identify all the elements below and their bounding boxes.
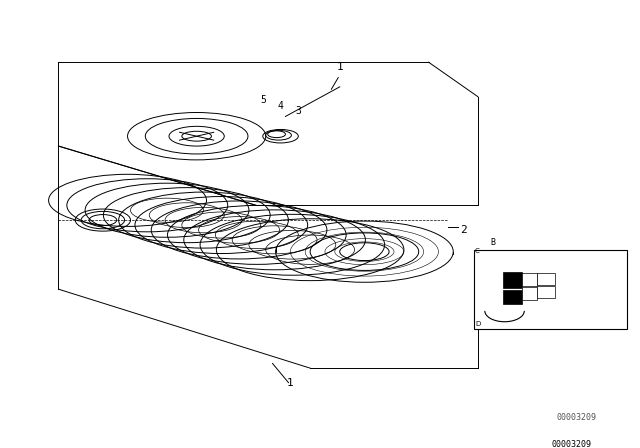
Bar	[502, 272, 522, 288]
Text: B: B	[491, 238, 496, 247]
Text: 1: 1	[337, 62, 343, 72]
Text: 00003209: 00003209	[557, 414, 596, 422]
Text: C: C	[475, 248, 480, 254]
Text: 1: 1	[287, 378, 294, 388]
Bar	[537, 273, 555, 285]
Text: D: D	[475, 321, 480, 327]
Bar	[522, 273, 537, 286]
Bar	[537, 286, 555, 298]
Text: 00003209: 00003209	[552, 440, 591, 448]
Text: 2: 2	[460, 225, 467, 235]
Bar	[474, 250, 627, 329]
Text: 4: 4	[278, 100, 284, 111]
Text: 3: 3	[295, 107, 301, 116]
Bar	[522, 287, 537, 300]
Bar	[502, 290, 522, 304]
Text: 5: 5	[260, 95, 266, 105]
